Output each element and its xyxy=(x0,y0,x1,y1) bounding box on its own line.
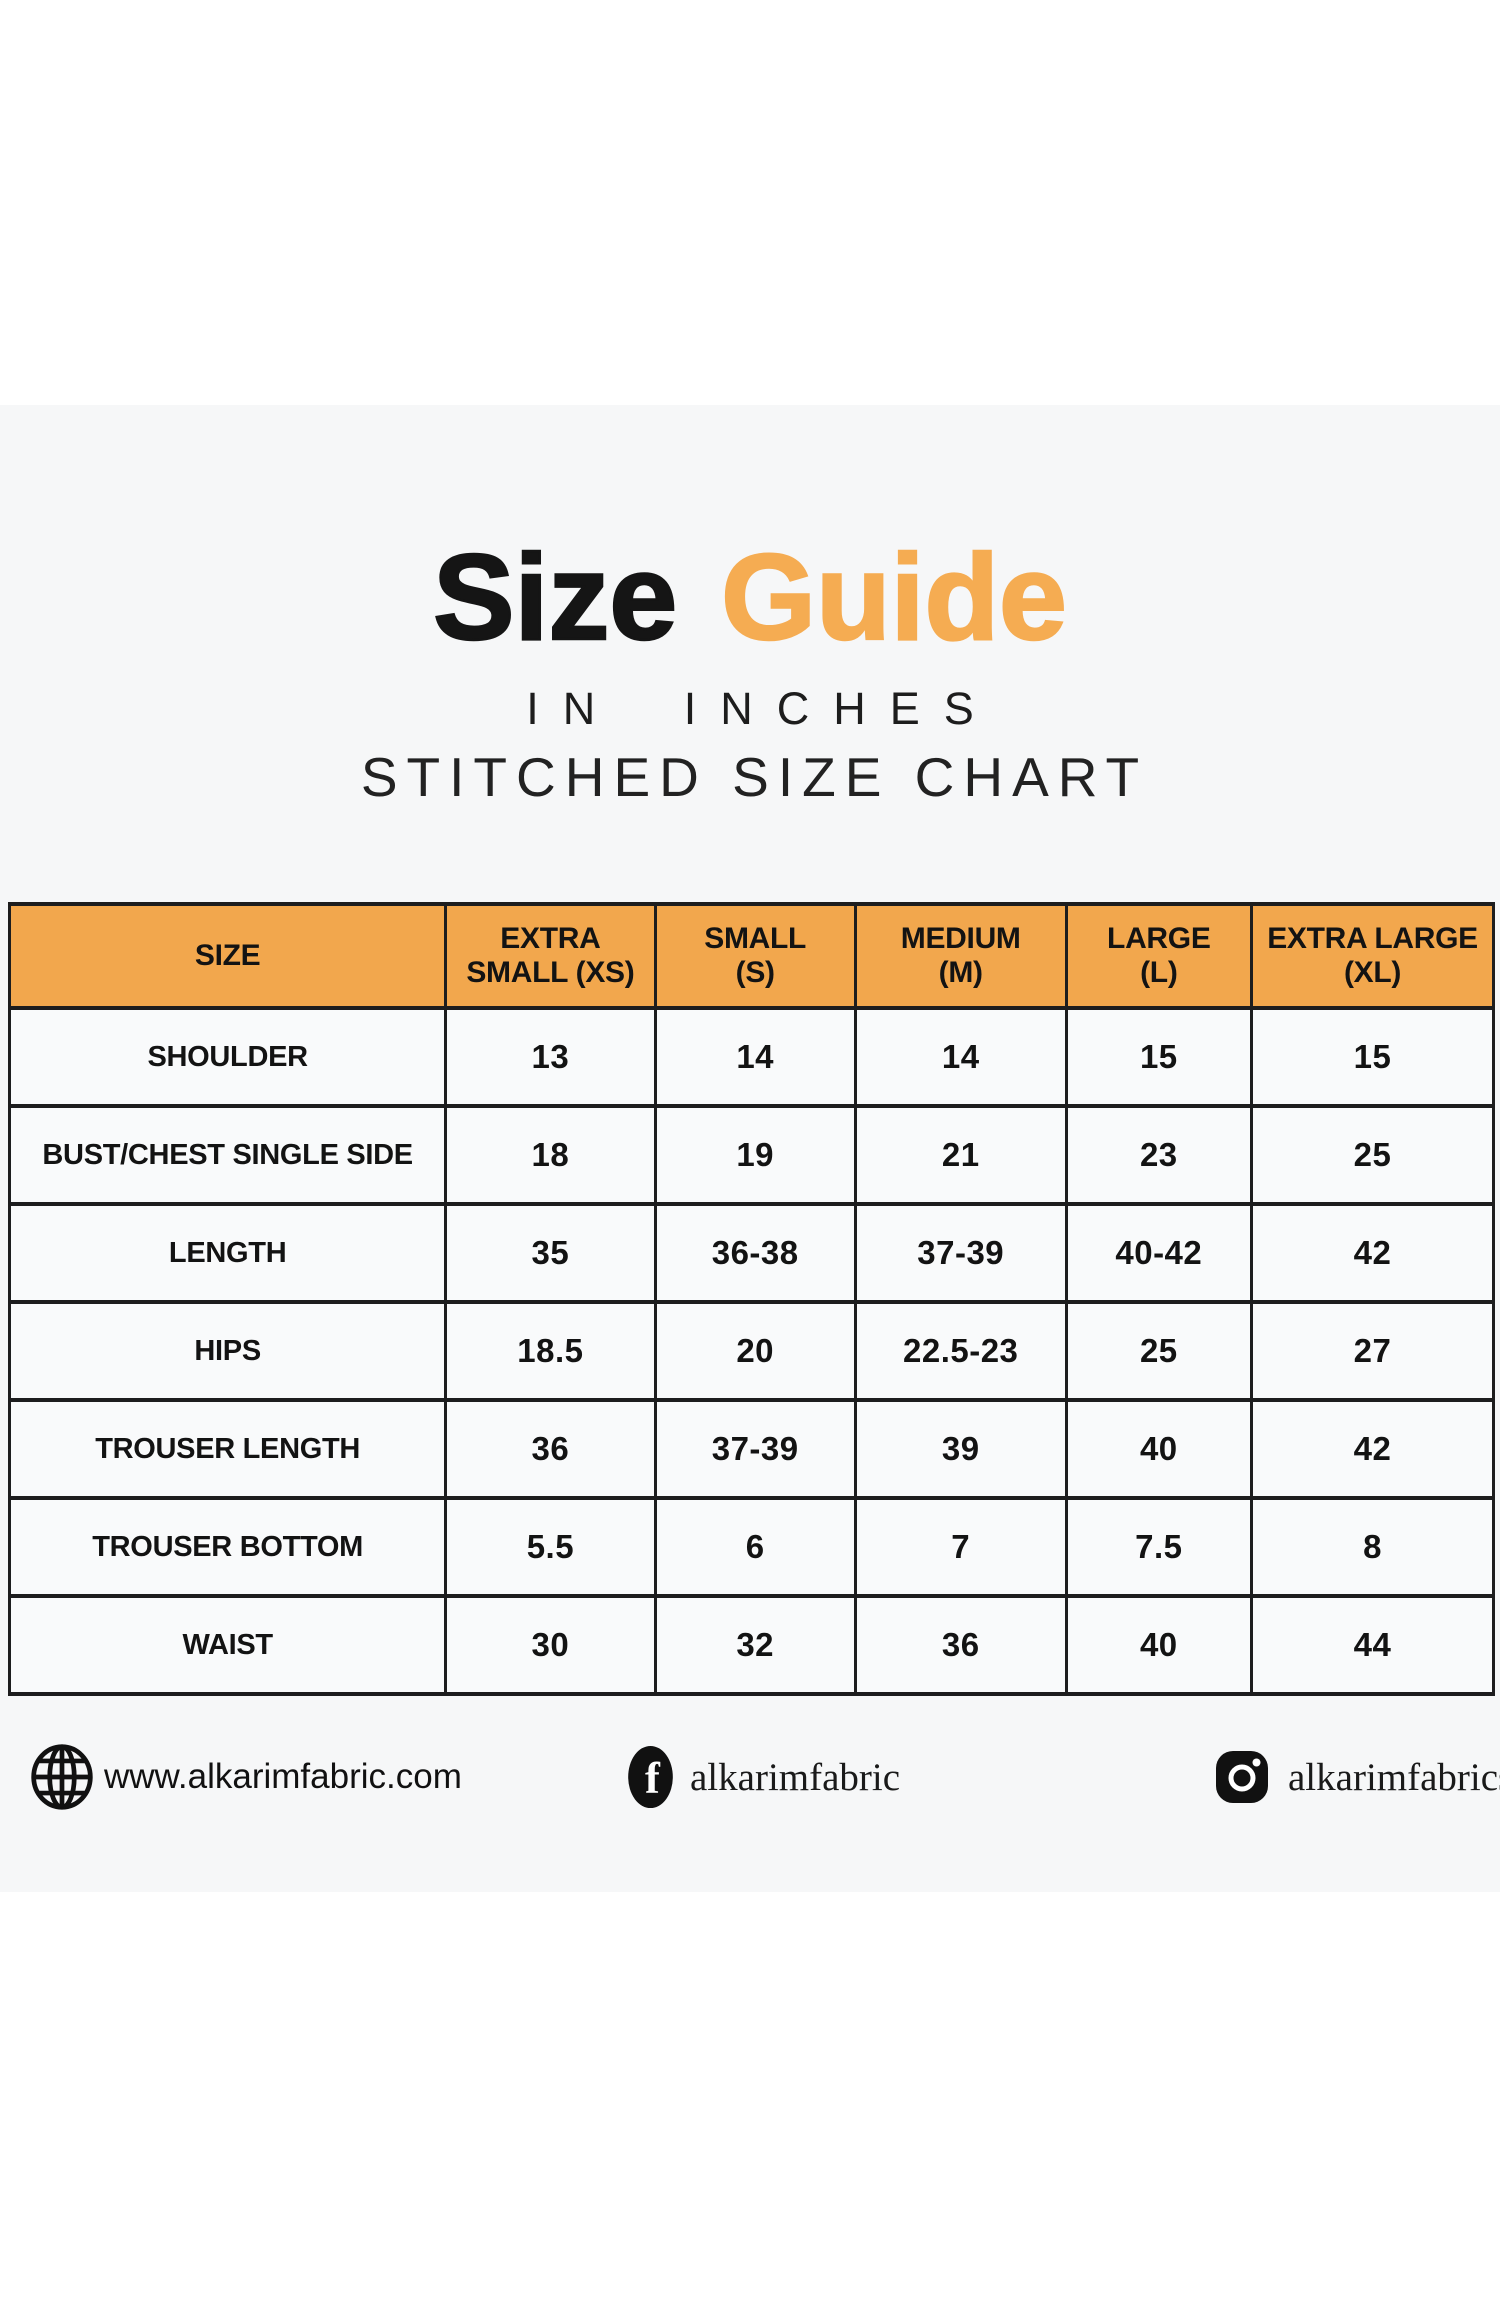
value-cell: 22.5-23 xyxy=(853,1300,1068,1402)
header-line: EXTRA LARGE xyxy=(1267,921,1478,955)
content-band: Size Guide IN INCHES STITCHED SIZE CHART… xyxy=(0,405,1500,1892)
header-cell-s: SMALL (S) xyxy=(653,902,857,1010)
globe-icon xyxy=(31,1744,93,1810)
value-cell: 25 xyxy=(1064,1300,1254,1402)
value-cell: 37-39 xyxy=(853,1202,1068,1304)
value-cell: 36 xyxy=(444,1398,657,1500)
facebook-handle: alkarimfabric xyxy=(690,1755,901,1799)
value-cell: 23 xyxy=(1064,1104,1254,1206)
value-cell: 37-39 xyxy=(653,1398,857,1500)
svg-text:f: f xyxy=(645,1753,661,1803)
header-line: (M) xyxy=(938,956,983,989)
value-cell: 6 xyxy=(653,1496,857,1598)
value-cell: 13 xyxy=(444,1006,657,1108)
value-cell: 42 xyxy=(1250,1202,1495,1304)
value-cell: 40-42 xyxy=(1064,1202,1254,1304)
value-cell: 8 xyxy=(1250,1496,1495,1598)
facebook-info: f alkarimfabric xyxy=(627,1735,900,1819)
website-url: www.alkarimfabric.com xyxy=(104,1757,462,1796)
table-row-trouser-length: TROUSER LENGTH 36 37-39 39 40 42 xyxy=(7,1398,1495,1500)
table-row-hips: HIPS 18.5 20 22.5-23 25 27 xyxy=(7,1300,1495,1402)
value-cell: 44 xyxy=(1250,1594,1495,1696)
value-cell: 27 xyxy=(1250,1300,1495,1402)
page-title: Size Guide xyxy=(0,528,1500,667)
row-label: LENGTH xyxy=(7,1202,448,1304)
value-cell: 30 xyxy=(444,1594,657,1696)
value-cell: 40 xyxy=(1064,1398,1254,1500)
value-cell: 36-38 xyxy=(653,1202,857,1304)
header-line: EXTRA xyxy=(500,921,601,955)
header-line: SIZE xyxy=(194,938,261,972)
value-cell: 36 xyxy=(853,1594,1068,1696)
value-cell: 40 xyxy=(1064,1594,1254,1696)
value-cell: 42 xyxy=(1250,1398,1495,1500)
table-row-shoulder: SHOULDER 13 14 14 15 15 xyxy=(7,1006,1495,1108)
value-cell: 39 xyxy=(853,1398,1068,1500)
value-cell: 18 xyxy=(444,1104,657,1206)
table-row-waist: WAIST 30 32 36 40 44 xyxy=(7,1594,1495,1696)
value-cell: 5.5 xyxy=(444,1496,657,1598)
header-cell-size: SIZE xyxy=(7,902,448,1010)
value-cell: 35 xyxy=(444,1202,657,1304)
website-info: www.alkarimfabric.com xyxy=(28,1735,462,1819)
table-row-length: LENGTH 35 36-38 37-39 40-42 42 xyxy=(7,1202,1495,1304)
row-label: BUST/CHEST SINGLE SIDE xyxy=(7,1104,448,1206)
value-cell: 15 xyxy=(1250,1006,1495,1108)
value-cell: 19 xyxy=(653,1104,857,1206)
facebook-icon: f xyxy=(628,1745,673,1809)
value-cell: 7.5 xyxy=(1064,1496,1254,1598)
title-word-guide: Guide xyxy=(720,528,1068,667)
row-label: HIPS xyxy=(7,1300,448,1402)
table-row-trouser-bottom: TROUSER BOTTOM 5.5 6 7 7.5 8 xyxy=(7,1496,1495,1598)
value-cell: 14 xyxy=(653,1006,857,1108)
header-line: (XL) xyxy=(1343,956,1402,989)
value-cell: 15 xyxy=(1064,1006,1254,1108)
header-line: SMALL xyxy=(704,921,807,955)
table-row-bust-chest: BUST/CHEST SINGLE SIDE 18 19 21 23 25 xyxy=(7,1104,1495,1206)
header-line: (S) xyxy=(735,956,775,989)
subtitle-stitched-size-chart: STITCHED SIZE CHART xyxy=(360,746,1149,808)
value-cell: 7 xyxy=(853,1496,1068,1598)
row-label: TROUSER BOTTOM xyxy=(7,1496,448,1598)
instagram-handle: alkarimfabrics xyxy=(1288,1755,1500,1799)
subtitle-in-inches: IN INCHES xyxy=(526,683,998,734)
size-chart-table: SIZE EXTRA SMALL (XS) SMALL (S) MEDIUM (… xyxy=(7,902,1495,1696)
header-cell-xs: EXTRA SMALL (XS) xyxy=(444,902,657,1010)
value-cell: 14 xyxy=(853,1006,1068,1108)
value-cell: 32 xyxy=(653,1594,857,1696)
header-cell-xl: EXTRA LARGE (XL) xyxy=(1250,902,1495,1010)
row-label: SHOULDER xyxy=(7,1006,448,1108)
title-word-size: Size xyxy=(432,528,679,667)
row-label: WAIST xyxy=(7,1594,448,1696)
instagram-info: alkarimfabrics xyxy=(1214,1735,1500,1819)
value-cell: 18.5 xyxy=(444,1300,657,1402)
header-line: (L) xyxy=(1140,956,1178,989)
header-line: MEDIUM xyxy=(900,921,1021,955)
row-label: TROUSER LENGTH xyxy=(7,1398,448,1500)
value-cell: 21 xyxy=(853,1104,1068,1206)
value-cell: 20 xyxy=(653,1300,857,1402)
header-cell-m: MEDIUM (M) xyxy=(853,902,1068,1010)
value-cell: 25 xyxy=(1250,1104,1495,1206)
header-line: SMALL (XS) xyxy=(466,956,635,989)
header-row: SIZE EXTRA SMALL (XS) SMALL (S) MEDIUM (… xyxy=(7,902,1495,1010)
header-line: LARGE xyxy=(1107,921,1211,955)
instagram-icon xyxy=(1216,1751,1268,1803)
header-cell-l: LARGE (L) xyxy=(1064,902,1254,1010)
